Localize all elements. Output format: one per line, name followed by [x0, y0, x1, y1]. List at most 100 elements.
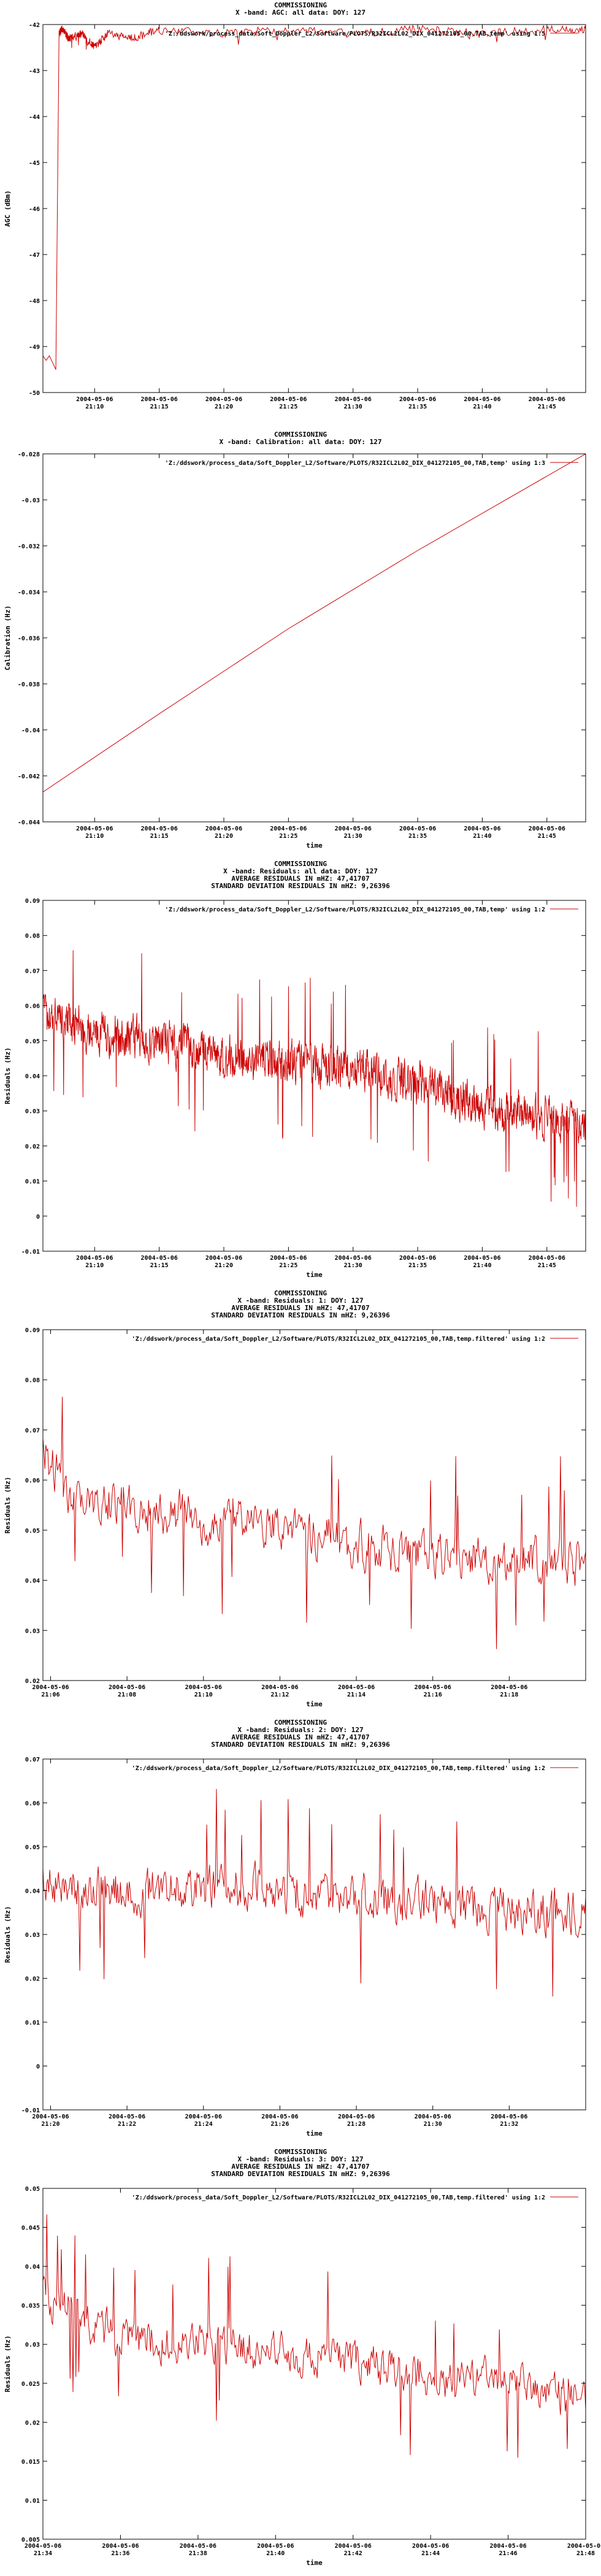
data-series-line — [43, 25, 586, 370]
chart-title-line: COMMISSIONING — [274, 2148, 327, 2156]
x-tick-time: 21:25 — [279, 404, 297, 410]
x-tick-time: 21:48 — [576, 2550, 595, 2557]
x-tick-time: 21:30 — [344, 1262, 362, 1269]
data-series-line — [43, 454, 586, 792]
x-tick-date: 2004-05-06 — [464, 826, 500, 832]
x-tick-date: 2004-05-06 — [76, 826, 113, 832]
plot-frame — [42, 1758, 586, 2110]
x-tick-date: 2004-05-06 — [185, 1684, 222, 1691]
y-tick-label: 0.04 — [25, 1073, 40, 1080]
y-tick-label: -46 — [29, 206, 40, 213]
y-tick-label: 0.07 — [25, 968, 40, 975]
x-tick-date: 2004-05-06 — [257, 2543, 294, 2550]
x-tick-date: 2004-05-06 — [141, 396, 178, 403]
chart-panel-4: COMMISSIONING X -band: Residuals: 1: DOY:… — [0, 1288, 601, 1717]
x-tick-time: 21:15 — [150, 404, 169, 410]
x-tick-date: 2004-05-06 — [335, 1255, 372, 1262]
y-tick-label: 0.05 — [25, 1038, 40, 1045]
y-tick-label: -49 — [29, 344, 40, 351]
x-tick-time: 21:36 — [111, 2550, 129, 2557]
x-tick-date: 2004-05-06 — [335, 2543, 372, 2550]
x-tick-date: 2004-05-06 — [464, 1255, 500, 1262]
x-tick-time: 21:10 — [85, 1262, 104, 1269]
y-tick-label: 0.01 — [25, 1179, 40, 1186]
x-tick-time: 21:32 — [500, 2121, 518, 2128]
y-tick-label: -43 — [29, 68, 40, 75]
y-tick-label: 0.04 — [25, 1888, 40, 1895]
y-tick-label: -47 — [29, 252, 40, 259]
x-tick-date: 2004-05-06 — [567, 2543, 601, 2550]
y-tick-label: -0.038 — [18, 681, 40, 688]
y-tick-label: 0.06 — [25, 1003, 40, 1010]
x-tick-time: 21:28 — [347, 2121, 366, 2128]
x-tick-time: 21:16 — [424, 1692, 442, 1698]
x-tick-time: 21:45 — [538, 1262, 556, 1269]
y-tick-label: -0.034 — [18, 589, 40, 596]
y-tick-label: 0 — [36, 2064, 40, 2071]
y-axis-label: Residuals (Hz) — [4, 1906, 12, 1963]
x-tick-time: 21:34 — [34, 2550, 52, 2557]
x-tick-time: 21:08 — [118, 1692, 136, 1698]
chart-title-line: STANDARD DEVIATION RESIDUALS IN mHZ: 9,2… — [211, 1741, 390, 1749]
y-tick-label: 0.035 — [21, 2303, 40, 2310]
chart-panel-2: COMMISSIONING X -band: Calibration: all d… — [0, 429, 601, 859]
y-tick-label: -0.044 — [18, 819, 40, 826]
x-tick-date: 2004-05-06 — [261, 2114, 298, 2120]
x-tick-date: 2004-05-06 — [415, 1684, 451, 1691]
x-tick-time: 21:18 — [500, 1692, 518, 1698]
x-tick-time: 21:44 — [421, 2550, 440, 2557]
plot-frame — [42, 2188, 586, 2540]
y-tick-label: 0.09 — [25, 1327, 40, 1334]
x-axis-label: time — [306, 1271, 323, 1279]
x-tick-date: 2004-05-06 — [338, 1684, 375, 1691]
legend-entry-text: 'Z:/ddswork/process_data/Soft_Doppler_L2… — [132, 1335, 545, 1343]
chart-title-line: X -band: Residuals: 3: DOY: 127 — [237, 2155, 363, 2163]
y-tick-label: 0.03 — [25, 2342, 40, 2348]
x-tick-date: 2004-05-06 — [141, 826, 178, 832]
x-tick-date: 2004-05-06 — [335, 396, 372, 403]
data-series-line — [43, 950, 586, 1207]
x-tick-date: 2004-05-06 — [338, 2114, 375, 2120]
x-tick-time: 21:14 — [347, 1692, 366, 1698]
y-tick-label: 0.03 — [25, 1932, 40, 1939]
x-tick-time: 21:22 — [118, 2121, 136, 2128]
y-axis-label: Residuals (Hz) — [4, 1048, 12, 1105]
x-tick-time: 21:12 — [270, 1692, 289, 1698]
x-tick-date: 2004-05-06 — [270, 826, 307, 832]
y-tick-label: -0.028 — [18, 451, 40, 458]
chart-panel-1: COMMISSIONING X -band: AGC: all data: DOY… — [0, 0, 601, 429]
y-tick-label: 0.02 — [25, 1976, 40, 1983]
y-tick-label: 0.01 — [25, 2020, 40, 2026]
x-tick-date: 2004-05-06 — [180, 2543, 216, 2550]
x-tick-time: 21:30 — [424, 2121, 442, 2128]
y-tick-label: 0 — [36, 1214, 40, 1221]
legend-entry-text: 'Z:/ddswork/process_data/Soft_Doppler_L2… — [132, 2194, 545, 2201]
x-tick-date: 2004-05-06 — [464, 396, 500, 403]
x-tick-time: 21:24 — [194, 2121, 213, 2128]
x-tick-time: 21:20 — [215, 1262, 233, 1269]
y-tick-label: -0.04 — [21, 727, 40, 734]
x-tick-date: 2004-05-06 — [76, 1255, 113, 1262]
y-tick-label: -0.036 — [18, 635, 40, 642]
x-tick-time: 21:40 — [266, 2550, 285, 2557]
x-tick-time: 21:40 — [473, 1262, 491, 1269]
y-tick-label: 0.06 — [25, 1801, 40, 1807]
y-tick-label: -0.042 — [18, 773, 40, 780]
y-tick-label: -50 — [29, 390, 40, 397]
x-tick-time: 21:10 — [85, 404, 104, 410]
y-tick-label: 0.05 — [25, 2186, 40, 2193]
x-tick-date: 2004-05-06 — [529, 1255, 565, 1262]
chart-title-line: STANDARD DEVIATION RESIDUALS IN mHZ: 9,2… — [211, 1311, 390, 1319]
x-tick-date: 2004-05-06 — [205, 826, 242, 832]
x-tick-time: 21:45 — [538, 833, 556, 840]
x-tick-time: 21:15 — [150, 833, 169, 840]
x-tick-time: 21:06 — [41, 1692, 59, 1698]
x-tick-date: 2004-05-06 — [25, 2543, 61, 2550]
x-tick-time: 21:35 — [408, 833, 427, 840]
chart-title-line: AVERAGE RESIDUALS IN mHZ: 47,41707 — [231, 1733, 369, 1741]
x-tick-time: 21:26 — [270, 2121, 289, 2128]
x-tick-time: 21:46 — [499, 2550, 518, 2557]
